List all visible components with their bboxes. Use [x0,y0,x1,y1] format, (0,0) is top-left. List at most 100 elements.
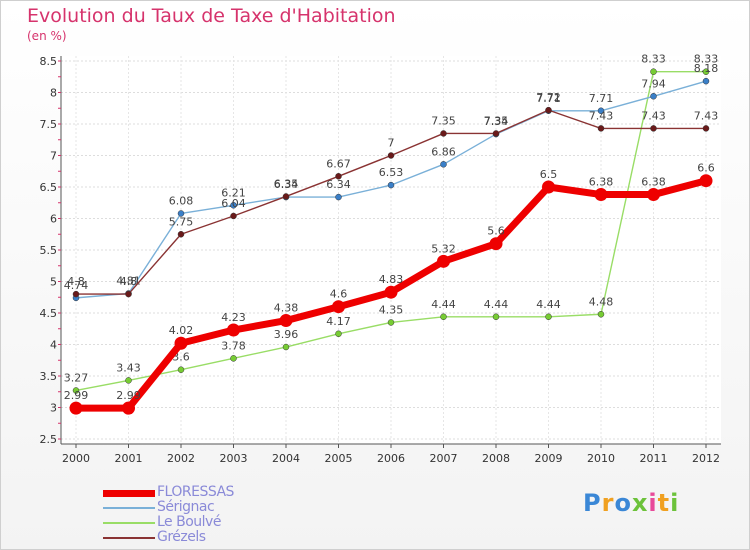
x-tick-label: 2002 [167,452,195,465]
data-point [702,77,710,85]
x-tick-label: 2000 [62,452,90,465]
data-point [387,152,395,159]
data-point [702,125,710,132]
data-point [440,313,447,321]
data-label: 6.34 [326,178,351,191]
data-point [332,300,345,314]
data-label: 7.43 [641,109,666,122]
series-0: 2.99 2.99 4.02 4.23 4.38 4.6 4.83 5.32 5.6 6.5 6.3… [64,162,715,415]
x-tick-label: 2001 [115,452,143,465]
x-tick-label: 2007 [430,452,458,465]
x-tick-label: 2012 [692,452,720,465]
x-tick-label: 2004 [272,452,300,465]
data-label: 5.6 [487,225,505,238]
data-point [125,290,132,298]
data-point [647,188,660,202]
series-2: 3.273.433.63.783.964.174.35 4.44 4.44 4.44 4… [64,53,719,394]
data-label: 5.75 [169,215,194,228]
proxiti-logo: Proxiti [583,489,679,517]
data-label: 2.99 [64,389,89,402]
data-point [597,125,605,132]
data-point [437,254,450,268]
data-label: 4.44 [536,298,561,311]
chart-unit: (en %) [27,29,67,43]
y-tick-label: 8 [50,87,57,100]
y-tick-label: 4.5 [40,307,58,320]
data-point [335,173,342,180]
data-point [597,107,605,115]
data-point [650,68,657,75]
data-point [440,130,447,137]
data-label: 6.35 [274,177,299,190]
x-tick-label: 2008 [482,452,510,465]
y-tick-label: 4 [50,339,57,352]
x-tick-label: 2006 [377,452,405,465]
x-tick-label: 2003 [220,452,248,465]
data-label: 6.38 [641,176,666,189]
legend-swatch [103,537,155,539]
data-label: 4.44 [484,298,509,311]
data-label: 4.44 [431,298,456,311]
data-label: 6.04 [221,197,246,210]
data-label: 8.18 [694,62,719,75]
data-point [177,231,185,238]
data-label: 4.02 [169,324,194,337]
data-label: 4.83 [379,273,404,286]
y-tick-label: 5.5 [40,244,58,257]
logo-letter: i [648,489,658,517]
data-point [122,401,135,415]
data-label: 2.99 [116,389,141,402]
data-point [177,366,185,373]
data-point [72,387,80,394]
legend-label: Sérignac [157,499,215,515]
data-label: 4.48 [589,295,614,308]
legend-label: FLORESSAS [157,484,234,500]
logo-letter: P [583,489,602,517]
data-point [489,237,503,251]
data-point [545,313,552,321]
data-label: 7.43 [589,109,614,122]
logo-letter: x [631,489,649,517]
data-label: 6.08 [169,194,194,207]
data-label: 7.94 [641,77,666,90]
y-tick-label: 8.5 [40,55,58,68]
data-point [177,210,185,217]
data-label: 4.74 [64,279,89,292]
data-label: 3.43 [116,361,141,374]
data-label: 6.67 [326,157,351,170]
x-tick-label: 2005 [325,452,353,465]
data-label: 4.6 [330,288,348,301]
data-label: 6.5 [540,168,558,181]
data-point [227,323,240,337]
data-point [174,336,188,350]
data-point [384,285,398,299]
data-label: 7.34 [484,115,509,128]
logo-letter: r [601,489,615,517]
y-tick-label: 7 [50,150,57,163]
grid-group: 2.5 3 3.5 4 4.5 5 5.5 6 6.5 7 7.5 8 8.5 [40,55,721,446]
data-point [440,161,447,168]
chart-title: Evolution du Taux de Taxe d'Habitation [27,5,396,27]
data-label: 7.43 [694,109,719,122]
data-label: 4.17 [326,315,351,328]
data-point [230,202,237,209]
data-label: 7.35 [484,114,509,127]
data-point [702,68,710,75]
y-tick-label: 5 [50,276,57,289]
data-label: 4.35 [379,303,404,316]
x-tick-label: 2010 [587,452,615,465]
data-point [282,193,290,200]
y-tick-label: 2.5 [40,433,58,446]
logo-letter: t [657,489,671,517]
data-label: 8.33 [694,53,719,66]
data-point [230,212,237,220]
data-point [699,174,713,188]
data-point [279,314,293,328]
data-point [125,377,132,384]
data-label: 4.38 [274,302,299,315]
data-label: 6.86 [431,145,456,158]
data-label: 5.32 [431,242,456,255]
y-tick-label: 3.5 [40,370,58,383]
data-label: 7.35 [431,114,456,127]
